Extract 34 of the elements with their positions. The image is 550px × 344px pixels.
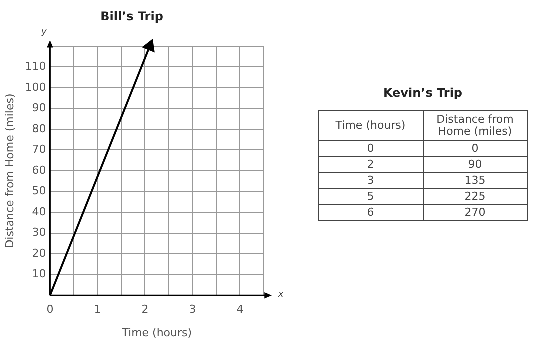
y-tick-label: 110	[25, 60, 46, 74]
category-label: 0	[423, 140, 528, 157]
y-tick-label: 20	[32, 246, 46, 260]
y-tick-label: 50	[32, 184, 46, 198]
text: Distance from Home (miles)	[423, 110, 528, 141]
y-tick-label: 70	[32, 143, 46, 156]
text: y	[40, 28, 48, 38]
y-tick-label: 90	[32, 102, 46, 115]
data-label: 0	[318, 140, 423, 157]
category-label: 5	[318, 188, 423, 205]
x-tick-label: 2	[142, 303, 149, 316]
chart-title: Bill’s Trip	[100, 9, 164, 24]
y-tick-label: 30	[32, 226, 46, 240]
data-label: 90	[423, 156, 528, 173]
y-tick-label: 60	[32, 164, 46, 177]
x-tick-label: 3	[189, 303, 196, 316]
y-tick-label: 10	[32, 268, 46, 281]
x-tick-label: 1	[94, 303, 102, 316]
category-label: 3	[318, 172, 423, 189]
x-tick-label: 4	[236, 303, 244, 316]
data-label: 135	[423, 172, 528, 189]
text: Kevin’s Trip	[382, 86, 464, 100]
y-tick-label: 80	[32, 122, 46, 136]
x-tick-label: 0	[46, 303, 54, 316]
text: x	[277, 290, 284, 300]
category-label: 6	[318, 204, 423, 221]
y-tick-label: 100	[25, 80, 46, 94]
y-axis-title: Distance from Home (miles)	[3, 94, 16, 248]
category-label: 2	[318, 156, 423, 173]
x-axis-title: Time (hours)	[121, 326, 192, 340]
y-tick-label: 40	[32, 205, 46, 218]
data-label: 270	[423, 204, 528, 221]
data-label: 225	[423, 188, 528, 205]
text: Time (hours)	[318, 110, 423, 141]
